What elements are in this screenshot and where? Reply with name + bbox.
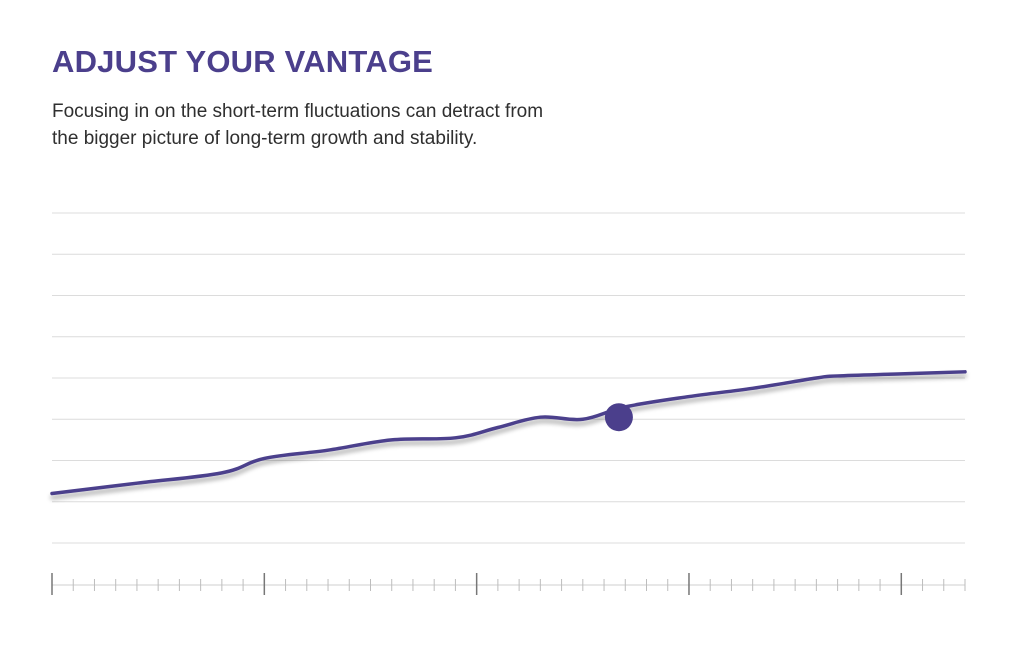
subtitle-line-1: Focusing in on the short-term fluctuatio… <box>52 101 544 122</box>
highlight-point <box>604 403 633 432</box>
series-line <box>50 370 967 496</box>
subtitle: Focusing in on the short-term fluctuatio… <box>52 98 672 152</box>
page-title: ADJUST YOUR VANTAGE <box>52 44 434 79</box>
subtitle-line-2: the bigger picture of long-term growth a… <box>52 128 478 149</box>
series-group <box>50 370 967 496</box>
x-axis <box>51 573 966 595</box>
